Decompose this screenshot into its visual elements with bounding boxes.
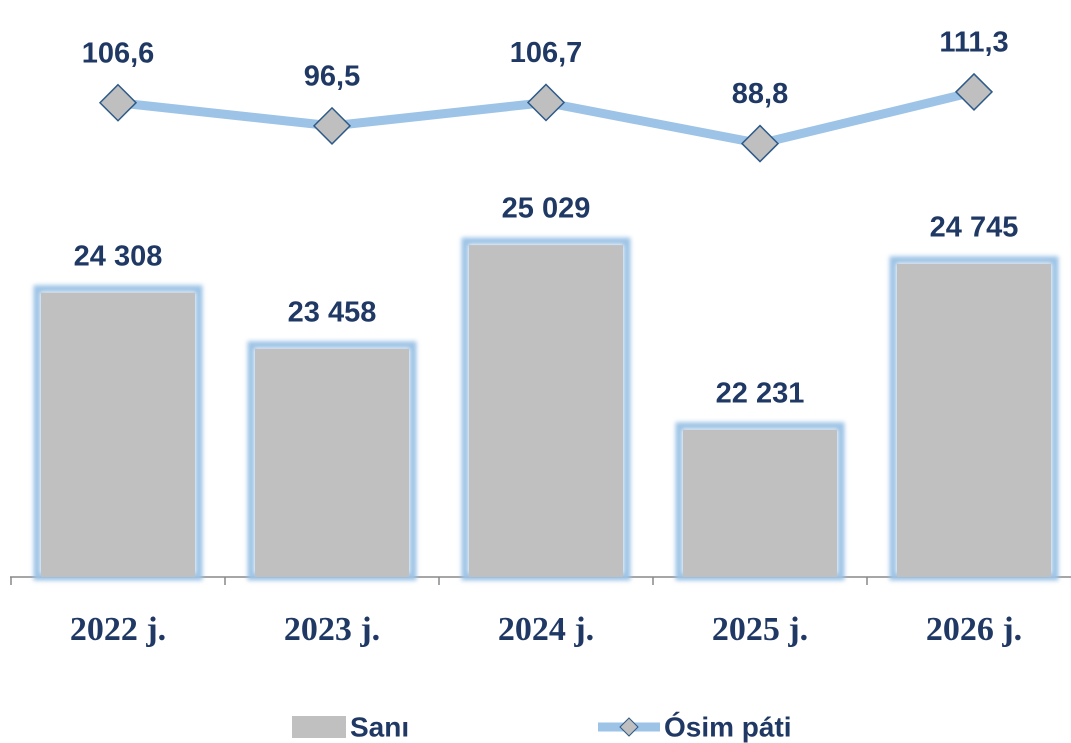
x-tick-label: 2025 j. (712, 611, 808, 648)
x-tick-label: 2024 j. (498, 611, 594, 648)
marker (98, 83, 138, 122)
bar (683, 429, 837, 577)
legend-label: Ósim páti (664, 711, 792, 742)
data-label: 106,7 (510, 37, 583, 69)
data-label: 22 231 (716, 377, 805, 409)
bar (255, 348, 409, 577)
x-tick-label: 2022 j. (70, 611, 166, 648)
bar (469, 245, 623, 577)
legend-label: Sanı (350, 711, 409, 742)
marker (954, 72, 994, 111)
marker (312, 106, 352, 145)
legend-marker (619, 717, 639, 737)
data-label: 106,6 (82, 37, 155, 69)
x-tick-label: 2026 j. (926, 611, 1022, 648)
data-label: 24 745 (930, 211, 1019, 243)
data-label: 96,5 (304, 61, 360, 93)
bar (897, 263, 1051, 577)
x-tick-label: 2023 j. (284, 611, 380, 648)
marker (740, 124, 780, 163)
data-label: 111,3 (939, 27, 1008, 59)
data-label: 23 458 (288, 296, 377, 328)
data-label: 88,8 (732, 78, 788, 110)
data-label: 24 308 (74, 240, 163, 272)
legend-swatch (292, 716, 346, 738)
marker (526, 83, 566, 122)
bar (41, 292, 195, 577)
data-label: 25 029 (502, 193, 591, 225)
